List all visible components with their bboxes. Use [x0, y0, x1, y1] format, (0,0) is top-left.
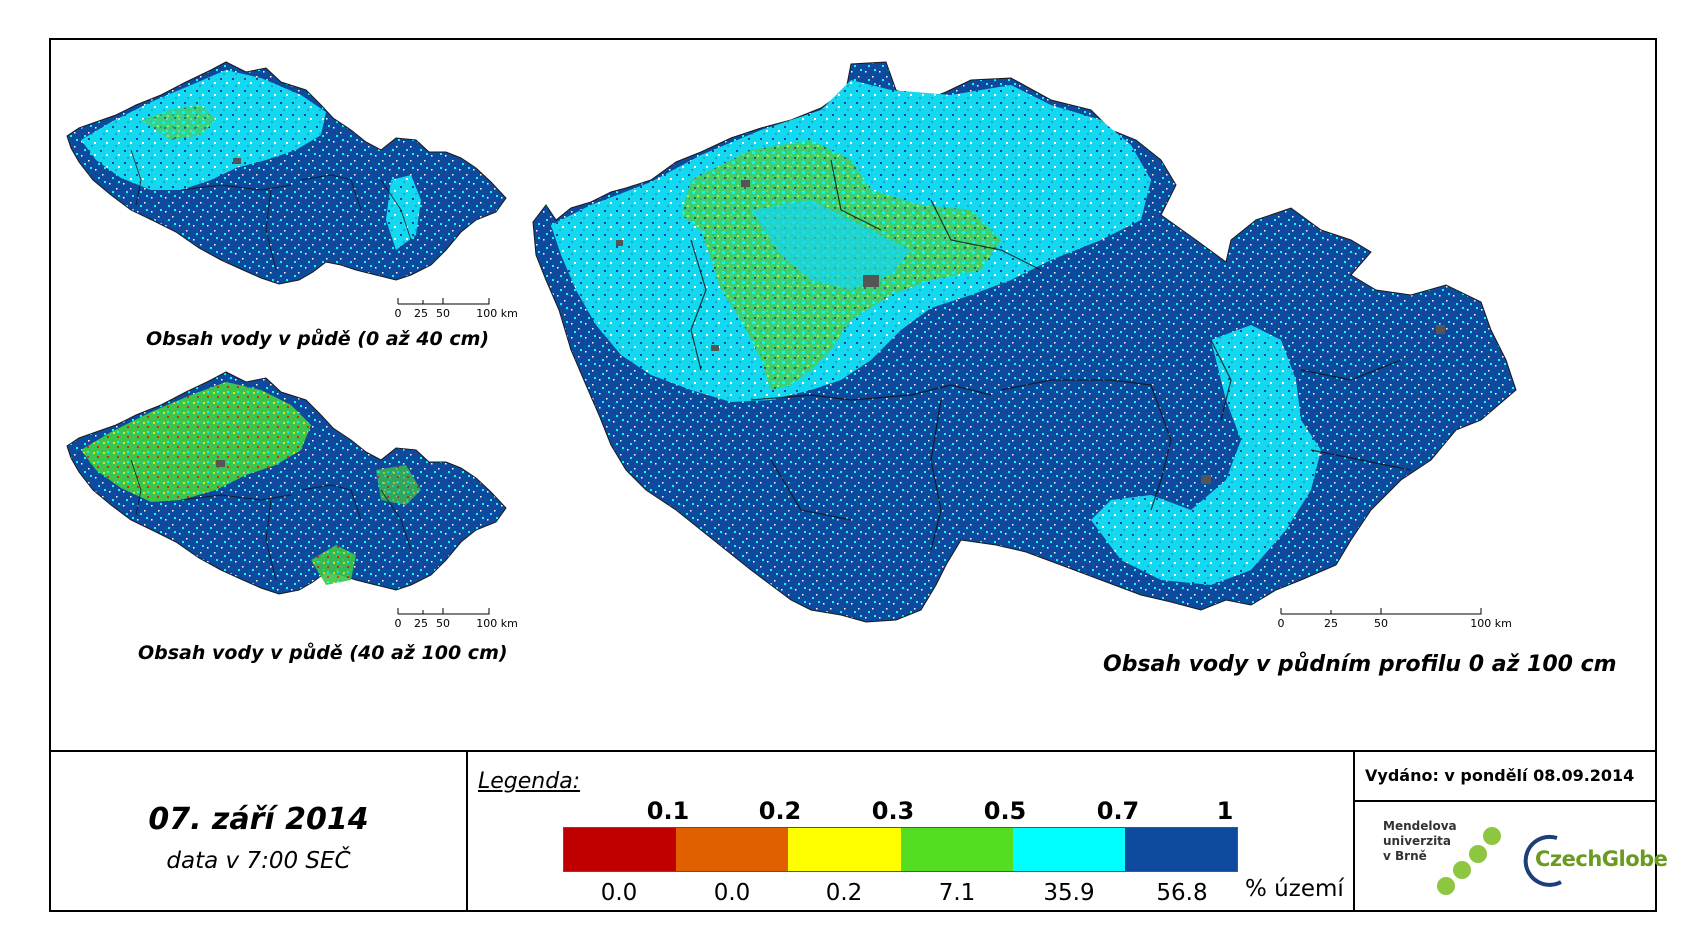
legend-swatch	[676, 828, 789, 871]
large-map	[532, 61, 1517, 623]
small-bottom-map-title: Obsah vody v půdě (40 až 100 cm)	[138, 642, 508, 664]
legend-cell: Legenda: 0.1 0.2 0.3 0.5 0.7 1 0.0 0.0 0…	[468, 752, 1355, 912]
legend-threshold: 0.3	[871, 797, 915, 825]
large-map-borders	[690, 159, 1412, 551]
legend-title: Legenda:	[478, 769, 581, 794]
scale-label-50: 50	[436, 617, 450, 630]
mendel-logo-dot-icon	[1437, 877, 1455, 895]
small-bottom-map-urban-patch	[216, 460, 225, 467]
scale-label-100km: 100 km	[476, 307, 518, 320]
legend-swatch	[1124, 828, 1238, 871]
small-top-map-green-zone	[141, 105, 216, 140]
small-top-map-urban-patch	[233, 158, 241, 164]
large-map-title: Obsah vody v půdním profilu 0 až 100 cm	[1103, 652, 1617, 677]
scale-label-25: 25	[414, 617, 428, 630]
scale-label-0: 0	[394, 617, 402, 630]
legend-swatch	[564, 828, 677, 871]
large-map-urban-patches	[616, 180, 1445, 484]
scalebar-large-labels: 0 25 50 100 km	[51, 605, 1655, 630]
scalebar-large	[1280, 608, 1482, 615]
maps-panel: 0 25 50 100 km 0 25 50 100 km 0 25 50 10…	[51, 40, 1655, 750]
legend-color-bar	[563, 827, 1238, 872]
scale-label-25: 25	[1324, 617, 1338, 630]
legend-percent: 7.1	[938, 880, 976, 906]
scalebar-bottom-labels: 0 25 50 100 km	[51, 605, 1655, 630]
czechglobe-logo-text: CzechGlobe	[1535, 847, 1668, 871]
scale-label-100km: 100 km	[1470, 617, 1512, 630]
scale-label-25: 25	[414, 307, 428, 320]
czechglobe-arc-icon	[1523, 834, 1562, 887]
legend-threshold: 0.5	[983, 797, 1027, 825]
small-bottom-map-borders	[130, 459, 412, 581]
mendel-university-logo: Mendelova univerzita v Brně	[1383, 819, 1513, 899]
legend-percent-unit: % území	[1245, 876, 1344, 902]
legend-percent: 0.0	[713, 880, 751, 906]
large-map-cyan-core	[751, 200, 911, 290]
footer-panel: 07. září 2014 data v 7:00 SEČ Legenda: 0…	[51, 750, 1668, 912]
legend-percent: 0.0	[600, 880, 638, 906]
small-top-map	[66, 61, 507, 285]
issued-date: Vydáno: v pondělí 08.09.2014	[1355, 752, 1655, 802]
small-bottom-map-green-east	[376, 465, 421, 505]
mendel-logo-line: Mendelova	[1383, 819, 1457, 833]
info-cell: Vydáno: v pondělí 08.09.2014 Mendelova u…	[1355, 752, 1668, 912]
legend-percent: 0.2	[825, 880, 863, 906]
mendel-logo-dot-icon	[1469, 845, 1487, 863]
scalebar-top	[397, 298, 490, 305]
small-top-map-title: Obsah vody v půdě (0 až 40 cm)	[146, 328, 490, 350]
figure-frame: 0 25 50 100 km 0 25 50 100 km 0 25 50 10…	[49, 38, 1668, 912]
small-bottom-map-green-south	[311, 545, 356, 585]
large-map-cyan-zone-east	[1091, 325, 1321, 585]
mendel-logo-text: Mendelova univerzita v Brně	[1383, 819, 1457, 864]
date-sub: data v 7:00 SEČ	[166, 848, 351, 874]
mendel-logo-line: v Brně	[1383, 849, 1427, 863]
czechglobe-logo: CzechGlobe	[1517, 832, 1668, 892]
mendel-logo-dot-icon	[1453, 861, 1471, 879]
legend-swatch	[900, 828, 1013, 871]
logos-area: Mendelova univerzita v Brně CzechGlobe	[1355, 802, 1668, 912]
small-bottom-map-green-zone	[81, 382, 311, 502]
small-top-map-cyan-east	[386, 175, 421, 250]
legend-swatch	[788, 828, 901, 871]
legend-percent: 35.9	[1043, 880, 1095, 906]
small-bottom-map	[66, 371, 507, 595]
legend-percent: 56.8	[1156, 880, 1208, 906]
scale-label-100km: 100 km	[476, 617, 518, 630]
scale-label-50: 50	[436, 307, 450, 320]
date-cell: 07. září 2014 data v 7:00 SEČ	[51, 752, 468, 912]
legend-threshold: 0.7	[1096, 797, 1140, 825]
legend-threshold: 1	[1216, 797, 1234, 825]
mendel-logo-line: univerzita	[1383, 834, 1452, 848]
scalebar-bottom	[397, 608, 490, 615]
maps-canvas	[66, 61, 1517, 623]
small-top-map-borders	[130, 149, 412, 271]
mendel-logo-dot-icon	[1483, 827, 1501, 845]
scale-label-50: 50	[1374, 617, 1388, 630]
legend-swatch	[1012, 828, 1125, 871]
scalebar-top-labels: 0 25 50 100 km	[51, 295, 1655, 320]
date-main: 07. září 2014	[148, 802, 369, 837]
legend-threshold: 0.1	[646, 797, 690, 825]
scale-label-0: 0	[394, 307, 402, 320]
scale-label-0: 0	[1277, 617, 1285, 630]
legend-threshold: 0.2	[758, 797, 802, 825]
